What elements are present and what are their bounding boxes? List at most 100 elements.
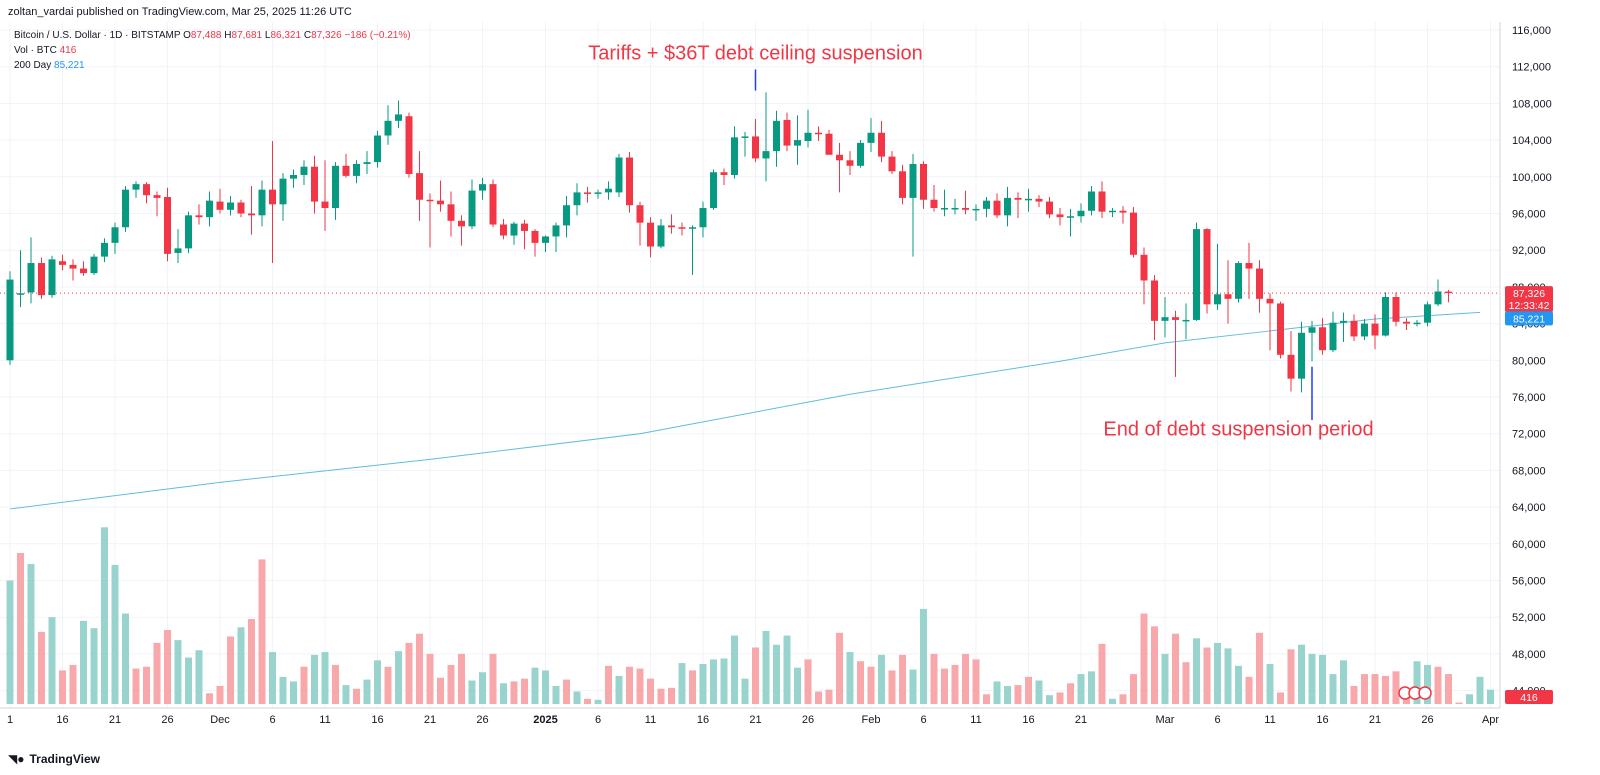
candle (962, 190, 969, 215)
candle (311, 155, 318, 214)
volume-bar (1277, 692, 1284, 704)
candle-body (510, 223, 518, 236)
candle (1277, 301, 1284, 359)
volume-bar (195, 650, 203, 704)
price-tick-label: 64,000 (1512, 502, 1546, 514)
volume-bar (1371, 674, 1379, 704)
candle-body (762, 151, 770, 159)
candle (1224, 260, 1232, 324)
volume-bar (741, 678, 749, 704)
volume-value: 416 (59, 45, 77, 56)
volume-bar (468, 680, 476, 704)
time-tick-label: 26 (1421, 714, 1433, 726)
volume-bar (626, 666, 633, 704)
volume-bar (552, 686, 560, 704)
price-tick-label: 80,000 (1512, 355, 1546, 367)
symbol-legend[interactable]: Bitcoin / U.S. Dollar · 1D · BITSTAMP O8… (14, 30, 411, 41)
candle (363, 151, 371, 175)
volume-bar (59, 670, 66, 704)
candle (762, 92, 770, 182)
candle-body (794, 140, 801, 146)
volume-price-badge: 416 (1505, 690, 1553, 704)
tradingview-brand[interactable]: ◥● TradingView (8, 752, 100, 766)
candle-body (1319, 327, 1326, 351)
candle (1203, 228, 1211, 314)
brand-name: TradingView (29, 752, 100, 766)
volume-bar (500, 683, 507, 704)
volume-bar (1014, 685, 1022, 704)
ma-legend[interactable]: 200 Day 85,221 (14, 60, 85, 71)
volume-legend[interactable]: Vol · BTC 416 (14, 45, 76, 56)
candle-body (101, 242, 108, 257)
candle-body (909, 163, 917, 198)
candle-body (647, 222, 654, 247)
candle-body (1067, 216, 1074, 218)
ohlc-high: 87,681 (231, 30, 263, 41)
candle-body (857, 142, 864, 166)
time-tick-label: Apr (1482, 714, 1499, 726)
volume-bar (1035, 680, 1043, 704)
volume-bar (573, 691, 581, 704)
candle-body (1245, 263, 1253, 269)
volume-bar (122, 613, 129, 704)
volume-bar (1088, 671, 1095, 704)
candle (489, 179, 497, 228)
time-tick-label: 6 (920, 714, 926, 726)
candle (290, 169, 297, 188)
candle (195, 204, 203, 225)
candle-body (279, 178, 287, 205)
price-tick-label: 104,000 (1512, 135, 1552, 147)
candle (804, 109, 812, 148)
candle (279, 173, 287, 221)
time-tick-label: 21 (424, 714, 436, 726)
volume-bar (1382, 675, 1389, 704)
candle (584, 186, 591, 203)
time-tick-label: 21 (749, 714, 761, 726)
candle-body (290, 174, 297, 179)
candle-body (552, 225, 560, 237)
volume-bar (710, 659, 717, 704)
candle-body (605, 188, 612, 193)
candle-body (1340, 320, 1347, 323)
volume-bar (1046, 695, 1053, 704)
price-tick-label: 76,000 (1512, 392, 1546, 404)
volume-bar (993, 681, 1001, 704)
last-price-badge-bg (1505, 286, 1553, 313)
candle-body (636, 205, 644, 223)
time-tick-label: 11 (319, 714, 330, 726)
price-tick-label: 116,000 (1512, 25, 1551, 37)
volume-bar (1445, 674, 1452, 704)
candle (993, 193, 1001, 219)
volume-bar (930, 653, 938, 704)
candle-body (584, 192, 591, 194)
candle (468, 179, 476, 230)
candle (237, 199, 245, 218)
candle (1287, 330, 1295, 392)
candle (1340, 312, 1347, 342)
candle-body (1193, 229, 1200, 320)
volume-bar (206, 693, 213, 704)
time-tick-label: 11 (970, 714, 981, 726)
volume-bar (1340, 660, 1347, 704)
time-tick-label: 6 (269, 714, 275, 726)
candle-body (269, 189, 276, 205)
volume-bar (1256, 632, 1263, 704)
candle (552, 222, 560, 253)
volume-bar (1004, 686, 1011, 704)
candle-body (111, 227, 119, 243)
candle-body (1361, 323, 1368, 337)
volume-series (6, 527, 1494, 704)
event-flags-icon (1398, 686, 1432, 700)
ma200-line (9, 311, 1481, 510)
volume-bar (405, 642, 413, 704)
candle-body (342, 165, 350, 176)
candle (794, 115, 801, 165)
volume-bar (38, 631, 45, 704)
candle-body (1056, 214, 1064, 218)
candle (101, 238, 108, 263)
time-tick-label: 26 (161, 714, 173, 726)
candle (815, 126, 822, 142)
volume-bar (174, 640, 182, 704)
volume-bar (1193, 638, 1200, 704)
